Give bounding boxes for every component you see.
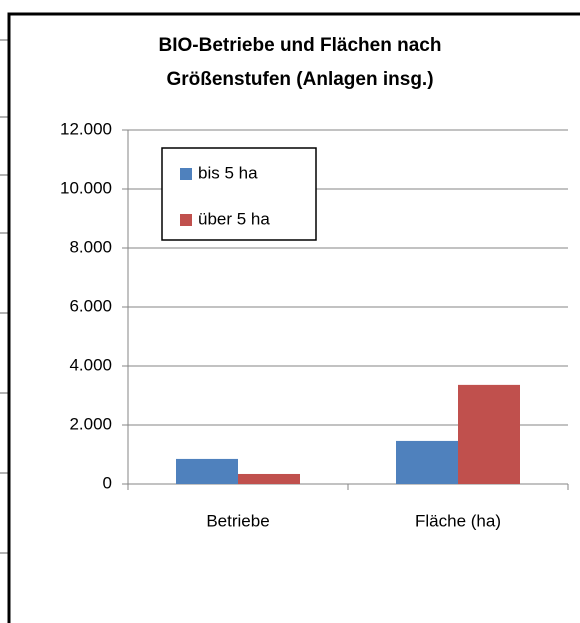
legend-swatch (180, 168, 192, 180)
y-tick-label: 4.000 (69, 355, 112, 374)
y-tick-label: 8.000 (69, 237, 112, 256)
legend-swatch (180, 214, 192, 226)
y-tick-label: 0 (103, 473, 112, 492)
sheet-gridlines (0, 39, 8, 554)
x-tick-label: Fläche (ha) (415, 511, 501, 530)
bar (238, 473, 300, 484)
legend-label: über 5 ha (198, 209, 270, 228)
y-tick-label: 6.000 (69, 296, 112, 315)
bar (396, 440, 458, 484)
x-tick-label: Betriebe (206, 511, 269, 530)
chart-title: Größenstufen (Anlagen insg.) (166, 69, 433, 90)
chart-frame (7, 12, 580, 623)
legend-label: bis 5 ha (198, 163, 258, 182)
bar (176, 458, 238, 484)
bar (458, 384, 520, 484)
y-tick-label: 10.000 (60, 178, 112, 197)
y-tick-label: 12.000 (60, 119, 112, 138)
legend-box (161, 147, 317, 241)
y-tick-label: 2.000 (69, 414, 112, 433)
chart-title: BIO-Betriebe und Flächen nach (159, 35, 442, 56)
